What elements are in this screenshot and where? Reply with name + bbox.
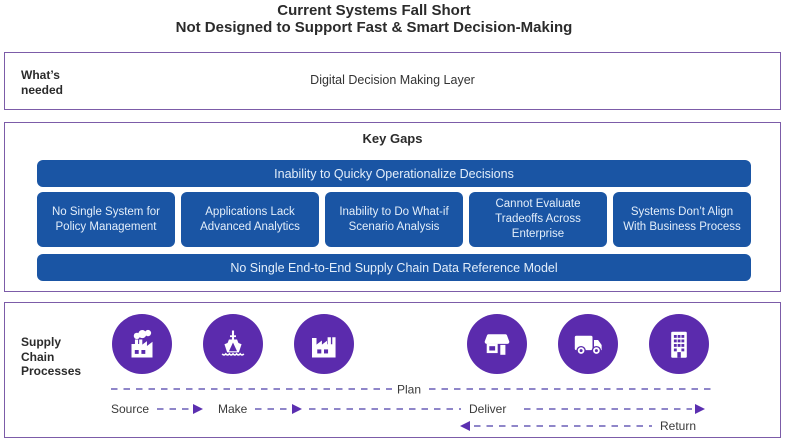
arrowhead-right-icon — [695, 404, 705, 414]
supply-chain-label: Supply Chain Processes — [21, 335, 82, 379]
gap-box-analytics: Applications Lack Advanced Analytics — [181, 192, 319, 247]
title-line-1: Current Systems Fall Short — [277, 2, 471, 19]
flow-label-plan: Plan — [397, 383, 421, 397]
whats-needed-label: What’s needed — [21, 68, 64, 97]
factory-icon — [312, 337, 336, 358]
truck-icon — [574, 335, 602, 356]
building-icon — [671, 331, 687, 358]
gap-bar-operationalize: Inability to Quicky Operationalize Decis… — [37, 160, 751, 187]
gap-box-tradeoffs: Cannot Evaluate Tradeoffs Across Enterpr… — [469, 192, 607, 247]
gap-box-alignment: Systems Don’t Align With Business Proces… — [613, 192, 751, 247]
flow-label-source: Source — [111, 402, 149, 416]
deliver-truck-circle — [558, 314, 618, 374]
gap-bar-data-model: No Single End-to-End Supply Chain Data R… — [37, 254, 751, 281]
flow-label-return: Return — [660, 419, 696, 433]
whats-needed-section: What’s needed Digital Decision Making La… — [4, 52, 781, 110]
key-gaps-section: Key Gaps Inability to Quicky Operational… — [4, 122, 781, 292]
deliver-store-circle — [467, 314, 527, 374]
ship-process-circle — [203, 314, 263, 374]
key-gaps-heading: Key Gaps — [362, 131, 423, 146]
flow-label-deliver: Deliver — [469, 402, 506, 416]
title-line-2: Not Designed to Support Fast & Smart Dec… — [175, 19, 573, 37]
source-process-circle — [112, 314, 172, 374]
process-flow-arrows: Plan Source Make Deliver Return — [111, 383, 711, 433]
gap-box-policy: No Single System for Policy Management — [37, 192, 175, 247]
factory-smoke-icon — [131, 329, 153, 358]
gap-box-row: No Single System for Policy Management A… — [37, 192, 751, 247]
arrowhead-right-icon — [193, 404, 203, 414]
arrowhead-left-icon — [460, 421, 470, 431]
page-title: Current Systems Fall Short Not Designed … — [0, 2, 748, 37]
make-process-circle — [294, 314, 354, 374]
flow-label-make: Make — [218, 402, 248, 416]
ship-icon — [221, 330, 245, 356]
enterprise-building-circle — [649, 314, 709, 374]
arrowhead-right-icon — [292, 404, 302, 414]
supply-chain-section: Supply Chain Processes — [4, 302, 781, 438]
digital-decision-layer-text: Digital Decision Making Layer — [310, 73, 475, 87]
store-icon — [484, 334, 510, 355]
gap-box-whatif: Inability to Do What-if Scenario Analysi… — [325, 192, 463, 247]
